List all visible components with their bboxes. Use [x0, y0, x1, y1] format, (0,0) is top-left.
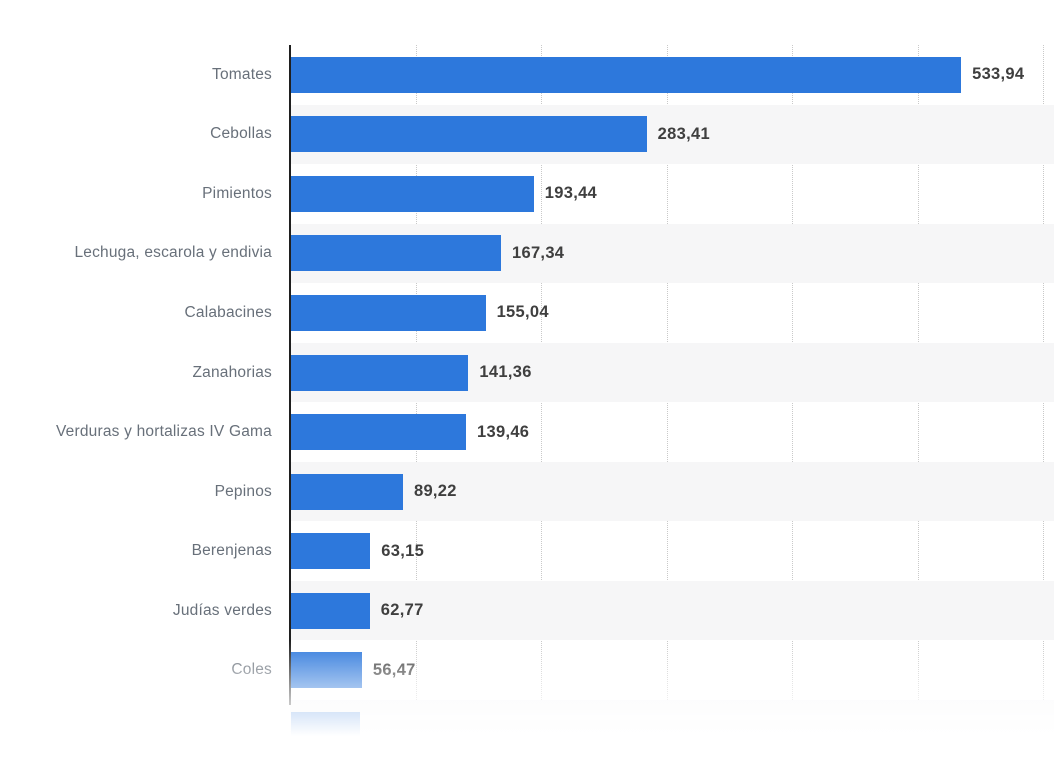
bar [291, 175, 534, 212]
value-label: 167,34 [512, 243, 565, 262]
category-label: Lechuga, escarola y endivia [74, 244, 272, 262]
value-label: 533,94 [972, 65, 1025, 84]
chart-row: Coles 56,47 [0, 641, 1054, 701]
category-label: Pimientos [202, 184, 272, 202]
zebra-band [290, 700, 1054, 757]
chart-row: Zanahorias 141,36 [0, 342, 1054, 403]
chart-row: Berenjenas 63,15 [0, 521, 1054, 581]
chart-row: Lechuga, escarola y endivia 167,34 [0, 223, 1054, 284]
value-label: 89,22 [413, 482, 457, 501]
bar [291, 354, 469, 391]
chart-row-partial [0, 700, 1054, 757]
category-label: Coles [231, 661, 272, 679]
value-label: 56,47 [372, 660, 416, 679]
category-label: Berenjenas [191, 542, 272, 560]
bar [291, 235, 501, 272]
category-label: Zanahorias [192, 363, 272, 381]
chart-row: Pimientos 193,44 [0, 164, 1054, 224]
bar [291, 56, 962, 93]
bar [291, 294, 486, 331]
value-label: 283,41 [657, 124, 710, 143]
chart-row: Cebollas 283,41 [0, 104, 1054, 165]
category-label: Pepinos [214, 482, 272, 500]
category-label: Cebollas [210, 125, 272, 143]
category-label: Verduras y hortalizas IV Gama [55, 423, 272, 441]
bar [291, 652, 362, 689]
category-label: Tomates [212, 65, 272, 83]
chart-row: Tomates 533,94 [0, 45, 1054, 105]
category-label: Judías verdes [172, 601, 272, 619]
chart-row: Calabacines 155,04 [0, 283, 1054, 343]
bar [291, 592, 370, 629]
value-label: 62,77 [380, 601, 424, 620]
chart-row: Verduras y hortalizas IV Gama 139,46 [0, 402, 1054, 462]
value-label: 63,15 [381, 541, 425, 560]
category-label: Calabacines [184, 303, 272, 321]
chart-row: Pepinos 89,22 [0, 461, 1054, 522]
zebra-band [290, 461, 1054, 522]
y-axis-line [289, 45, 291, 705]
bar [291, 414, 466, 451]
value-label: 141,36 [479, 363, 532, 382]
bar [291, 533, 371, 570]
bar-partial [291, 711, 360, 748]
chart-row: Judías verdes 62,77 [0, 580, 1054, 641]
bar [291, 116, 647, 153]
value-label: 139,46 [477, 422, 530, 441]
value-label: 193,44 [544, 184, 598, 203]
value-label: 155,04 [496, 303, 549, 322]
bar [291, 473, 403, 510]
zebra-band [290, 580, 1054, 641]
